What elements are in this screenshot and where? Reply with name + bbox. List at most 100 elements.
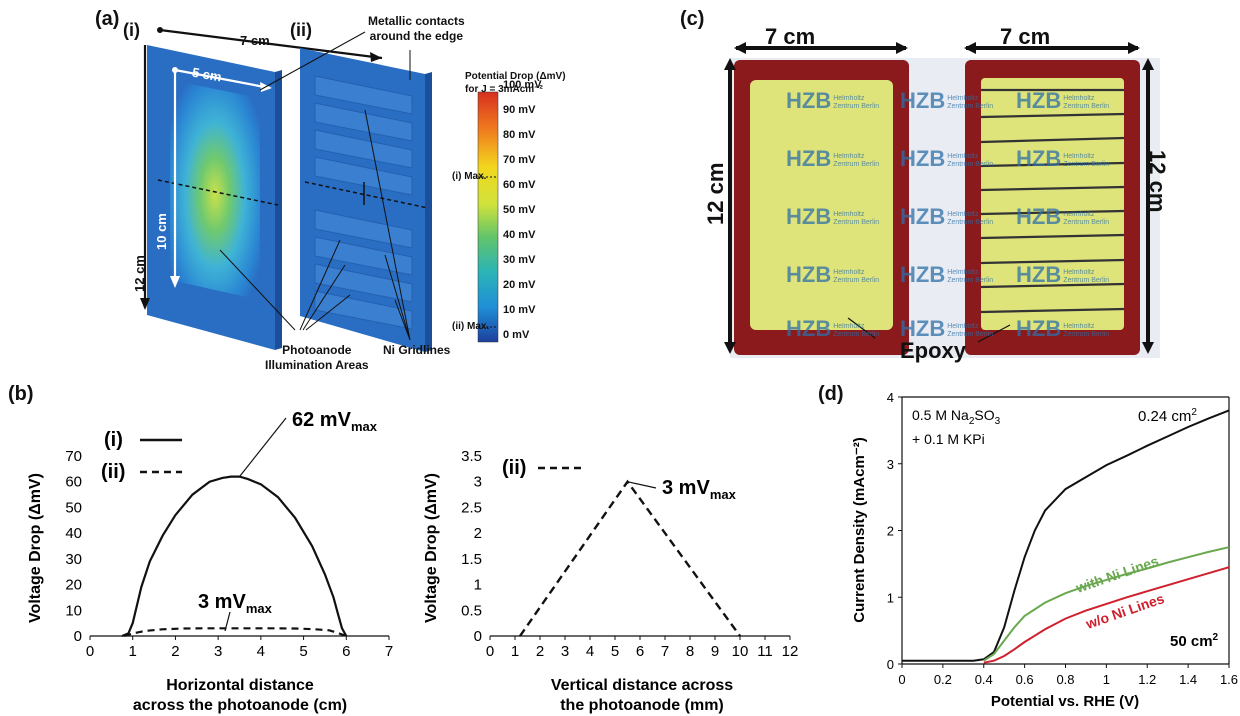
annotation-62mv: 62 mVmax <box>292 409 378 434</box>
y-tick-label: 3 <box>474 474 482 491</box>
hzb-logo-text: HZB <box>1016 204 1062 229</box>
marker-i-max: (i) Max. <box>452 171 487 182</box>
x-tick-label: 10 <box>732 643 749 660</box>
colorbar-tick-label: 100 mV <box>503 79 542 91</box>
hzb-logo-subtext: Helmholtz Zentrum Berlin <box>947 211 994 226</box>
annotation-leader <box>627 481 657 489</box>
photoanode-areas-label: Photoanode Illumination Areas <box>265 343 369 372</box>
hzb-logo-text: HZB <box>900 262 946 287</box>
x-tick-label: 0 <box>898 672 905 687</box>
hzb-logo-text: HZB <box>1016 262 1062 287</box>
electrolyte-sub2: 3 <box>995 416 1001 427</box>
x-axis-title-line1: Horizontal distance <box>166 677 314 694</box>
hzb-logo-text: HZB <box>1016 146 1062 171</box>
hzb-logo-subtext: Helmholtz Zentrum Berlin <box>833 269 880 284</box>
sub-label-ii: (ii) <box>290 20 312 40</box>
hzb-logo-subtext: Helmholtz Zentrum Berlin <box>1063 95 1110 110</box>
hzb-logo-subtext: Helmholtz Zentrum Berlin <box>833 95 880 110</box>
sub-label-i: (i) <box>123 20 140 40</box>
hzb-logo: HZB Helmholtz Zentrum Berlin <box>900 88 993 114</box>
electrolyte-label-line1: 0.5 M Na2SO3 <box>912 407 1001 427</box>
annotation-62mv-sub: max <box>351 419 378 434</box>
x-tick-label: 5 <box>611 643 619 660</box>
y-tick-label: 2 <box>474 525 482 542</box>
colorbar-tick-label: 0 mV <box>503 329 530 341</box>
ni-gridlines-label: Ni Gridlines <box>383 343 451 357</box>
metallic-contacts-label: Metallic contacts around the edge <box>368 14 465 43</box>
y-tick-label: 2.5 <box>461 499 482 516</box>
panel-a-figure <box>140 27 499 352</box>
hzb-logo-text: HZB <box>900 88 946 113</box>
hzb-logo-text: HZB <box>786 316 832 341</box>
hzb-logo-subtext: Helmholtz Zentrum Berlin <box>833 211 880 226</box>
label-large-area: 50 cm2 <box>1170 632 1219 650</box>
label-with-ni-lines: with Ni Lines <box>1073 553 1161 597</box>
y-tick-label: 0 <box>74 628 82 645</box>
legend-label-ii: (ii) <box>502 457 526 479</box>
y-tick-label: 40 <box>65 525 82 542</box>
colorbar-ticks: 100 mV 90 mV 80 mV 70 mV 60 mV 50 mV 40 mV 30 m… <box>503 79 563 346</box>
label-small-area: 0.24 cm2 <box>1138 407 1197 425</box>
y-axis-title: Voltage Drop (ΔmV) <box>423 473 440 623</box>
hzb-logo-text: HZB <box>786 262 832 287</box>
panel-c-photo <box>724 42 1160 358</box>
legend-label-ii: (ii) <box>101 461 125 483</box>
series-line-without-ni <box>983 566 1230 664</box>
series-line-ii <box>123 627 347 638</box>
y-tick-label: 10 <box>65 602 82 619</box>
x-axis-title: Potential vs. RHE (V) <box>991 693 1139 710</box>
hzb-logo-text: HZB <box>900 316 946 341</box>
dim-left-7cm: 7 cm <box>765 24 816 49</box>
electrolyte-sub1: 2 <box>969 416 975 427</box>
y-tick-label: 30 <box>65 551 82 568</box>
colorbar-tick-label: 70 mV <box>503 154 536 166</box>
hzb-logo: HZB Helmholtz Zentrum Berlin <box>786 146 879 172</box>
colorbar-tick-label: 20 mV <box>503 279 536 291</box>
x-tick-label: 9 <box>711 643 719 660</box>
y-tick-label: 70 <box>65 448 82 465</box>
y-tick-label: 50 <box>65 499 82 516</box>
electrolyte-label-line2: + 0.1 M KPi <box>912 431 985 447</box>
series-line-i <box>121 475 348 638</box>
panel-c-label: (c) <box>680 8 705 30</box>
x-tick-label: 7 <box>661 643 669 660</box>
device-ii <box>300 48 432 352</box>
colorbar-tick-label: 60 mV <box>503 179 536 191</box>
x-tick-label: 3 <box>214 643 222 660</box>
x-tick-label: 0.8 <box>1056 672 1074 687</box>
hzb-logo: HZB Helmholtz Zentrum Berlin <box>900 146 993 172</box>
hzb-logo-subtext: Helmholtz Zentrum Berlin <box>947 269 994 284</box>
colorbar-tick-label: 50 mV <box>503 204 536 216</box>
hzb-logo: HZB Helmholtz Zentrum Berlin <box>1016 316 1109 342</box>
x-tick-label: 6 <box>636 643 644 660</box>
electrolyte-so: SO <box>974 407 994 423</box>
hzb-logo: HZB Helmholtz Zentrum Berlin <box>1016 146 1109 172</box>
y-tick-label: 0 <box>474 628 482 645</box>
x-tick-label: 11 <box>757 643 773 660</box>
hzb-logo-text: HZB <box>786 88 832 113</box>
x-axis-title-line2: the photoanode (mm) <box>560 697 724 714</box>
chart-d: 0 0.2 0.4 0.6 0.8 1 1.2 1.4 1.6 0 1 2 3 4 0.5 M Na2SO3… <box>851 390 1238 710</box>
dim-10cm-label: 10 cm <box>154 213 169 250</box>
annotation-leader-main <box>239 417 287 477</box>
x-tick-label: 2 <box>536 643 544 660</box>
panel-a-label: (a) <box>95 8 120 30</box>
annotation-3mv-sub: max <box>246 601 273 616</box>
hzb-logo-text: HZB <box>1016 88 1062 113</box>
x-tick-label: 3 <box>561 643 569 660</box>
x-tick-label: 2 <box>171 643 179 660</box>
hzb-logo: HZB Helmholtz Zentrum Berlin <box>1016 204 1109 230</box>
hzb-logos: HZB Helmholtz Zentrum Berlin HZB Helmholtz Ze… <box>700 20 1170 375</box>
x-tick-label: 1.4 <box>1179 672 1197 687</box>
colorbar-tick-label: 80 mV <box>503 129 536 141</box>
x-axis-title-line2: across the photoanode (cm) <box>133 697 347 714</box>
panel-d-label: (d) <box>818 383 844 405</box>
x-tick-label: 1 <box>511 643 519 660</box>
legend-label-i: (i) <box>104 429 123 451</box>
y-tick-label: 0.5 <box>461 602 482 619</box>
y-axis-title: Current Density (mAcm⁻²) <box>851 437 868 622</box>
x-axis-title-line1: Vertical distance across <box>551 677 733 694</box>
x-tick-label: 1.6 <box>1220 672 1238 687</box>
marker-ii-max: (ii) Max. <box>452 321 490 332</box>
y-tick-label: 60 <box>65 474 82 491</box>
